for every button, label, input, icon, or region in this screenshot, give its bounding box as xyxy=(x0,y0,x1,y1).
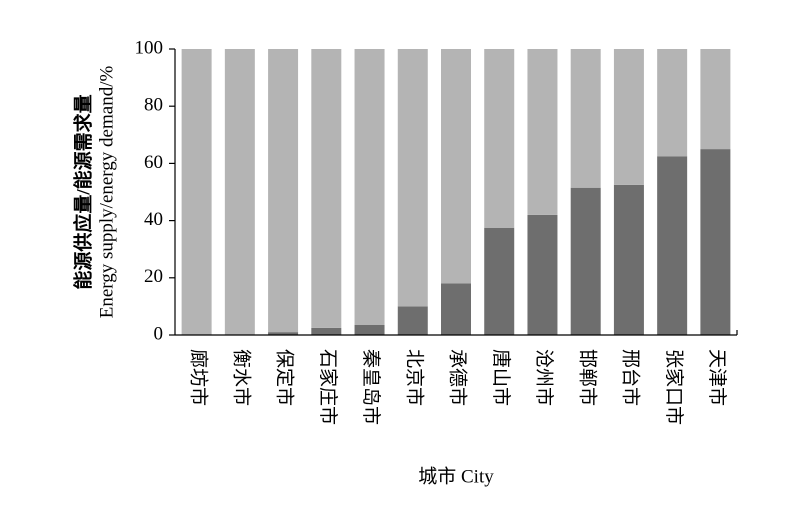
bar-segment xyxy=(570,49,601,188)
bar-segment xyxy=(268,332,299,335)
x-tick-label: 廊坊市 xyxy=(187,349,209,406)
x-tick-label: 北京市 xyxy=(403,349,425,406)
bar-segment xyxy=(268,49,299,333)
bar-segment xyxy=(570,187,601,335)
x-tick-label: 唐山市 xyxy=(490,349,512,406)
bar-segment xyxy=(441,283,471,335)
x-tick-label: 承德市 xyxy=(447,349,469,406)
bar-segment xyxy=(224,49,255,335)
x-tick-label: 沧州市 xyxy=(533,349,555,406)
y-tick-label: 20 xyxy=(144,266,163,287)
bar-segment xyxy=(484,49,515,228)
bar-segment xyxy=(181,49,212,335)
y-tick-label: 60 xyxy=(144,152,163,173)
y-tick-label: 100 xyxy=(135,37,164,58)
bar-segment xyxy=(527,214,558,335)
bar-segment xyxy=(657,49,688,157)
x-tick-label: 天津市 xyxy=(706,349,728,406)
bar-segment xyxy=(311,327,342,335)
y-tick-label: 40 xyxy=(144,209,163,230)
bar-segment xyxy=(311,49,342,328)
x-tick-label: 张家口市 xyxy=(663,349,685,425)
bar-segment xyxy=(397,49,428,307)
x-tick-label: 秦皇岛市 xyxy=(360,349,382,425)
bar-segment xyxy=(397,306,428,335)
y-tick-label: 80 xyxy=(144,95,163,116)
y-tick-label: 0 xyxy=(154,323,164,344)
x-tick-label: 石家庄市 xyxy=(317,349,339,425)
bar-segment xyxy=(613,49,644,185)
bar-segment xyxy=(354,324,385,335)
y-axis-label: Energy supply/energy demand/% xyxy=(96,66,117,319)
x-tick-label: 保定市 xyxy=(274,349,296,406)
bar-segment xyxy=(527,49,558,215)
bar-segment xyxy=(354,49,385,325)
bar-segment xyxy=(700,49,731,150)
x-tick-label: 邯郸市 xyxy=(576,349,598,406)
x-tick-label: 衡水市 xyxy=(230,349,252,406)
bar-segment xyxy=(700,149,731,335)
y-axis-label: 能源供应量/能源需求量 xyxy=(71,94,94,289)
x-axis-label: 城市 City xyxy=(418,465,494,487)
bar-segment xyxy=(613,184,644,335)
bar-segment xyxy=(657,156,688,335)
bar-segment xyxy=(441,49,471,284)
x-tick-label: 邢台市 xyxy=(620,349,642,406)
bar-segment xyxy=(484,227,515,335)
